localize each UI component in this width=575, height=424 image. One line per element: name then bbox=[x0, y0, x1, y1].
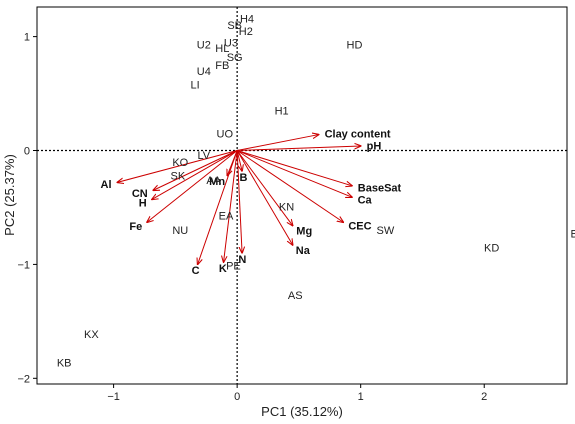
y-tick-label: −2 bbox=[17, 373, 30, 385]
site-label: LV bbox=[197, 150, 210, 162]
vector-arrow bbox=[237, 135, 319, 152]
site-label: H1 bbox=[275, 106, 289, 118]
y-axis-label: PC2 (25.37%) bbox=[2, 154, 17, 236]
vector-label: C bbox=[192, 265, 200, 277]
axis-ticks: −1 0 1 2 −2 −1 0 1 bbox=[17, 32, 487, 403]
site-label: NU bbox=[172, 225, 188, 237]
vector-label: Mg bbox=[296, 226, 312, 238]
site-label: H4 bbox=[240, 13, 254, 25]
y-tick-label: 1 bbox=[24, 32, 30, 44]
site-label: FB bbox=[215, 60, 229, 72]
site-label: U2 bbox=[197, 40, 211, 52]
site-label: KN bbox=[279, 201, 294, 213]
vector-label: K bbox=[219, 263, 227, 275]
vector-label: N bbox=[238, 254, 246, 266]
site-label: SB bbox=[227, 20, 242, 32]
vector-arrow bbox=[227, 150, 238, 176]
site-label: KD bbox=[484, 242, 499, 254]
plot-frame bbox=[36, 6, 568, 385]
vector-arrow bbox=[236, 150, 352, 198]
vector-label: Clay content bbox=[325, 128, 391, 140]
site-label: AS bbox=[288, 290, 303, 302]
site-label: H2 bbox=[239, 26, 253, 38]
site-label: SW bbox=[377, 225, 395, 237]
vector-arrow bbox=[236, 150, 352, 186]
vector-arrow bbox=[153, 150, 238, 191]
y-tick-label: 0 bbox=[24, 146, 30, 158]
vector-arrow bbox=[198, 150, 238, 265]
vector-arrow bbox=[236, 150, 293, 226]
vector-label: Fe bbox=[129, 221, 142, 233]
site-label: HL bbox=[215, 43, 229, 55]
x-tick-label: −1 bbox=[107, 391, 120, 403]
site-label: EA bbox=[219, 210, 234, 222]
site-label: HD bbox=[347, 40, 363, 52]
site-label: LI bbox=[191, 79, 200, 91]
site-label: KX bbox=[84, 329, 99, 341]
vector-arrow bbox=[237, 146, 361, 152]
vector-label: Ca bbox=[358, 194, 373, 206]
site-label: KO bbox=[172, 157, 188, 169]
site-label: U3 bbox=[224, 37, 238, 49]
vector-label: Na bbox=[296, 245, 311, 257]
vector-label: CN bbox=[132, 188, 148, 200]
vector-label: B bbox=[240, 172, 248, 184]
site-label: BH bbox=[570, 229, 575, 241]
vector-arrow bbox=[147, 150, 238, 223]
site-label: SG bbox=[227, 52, 243, 64]
reference-lines bbox=[37, 7, 567, 384]
vector-arrow bbox=[236, 150, 343, 223]
site-label: U4 bbox=[197, 66, 211, 78]
vector-arrow bbox=[236, 150, 242, 172]
vector-label: CEC bbox=[348, 221, 371, 233]
vector-label: Mn bbox=[209, 176, 225, 188]
vector-label: pH bbox=[367, 141, 382, 153]
vector-label: H bbox=[139, 197, 147, 209]
vector-arrow bbox=[117, 150, 238, 183]
site-label: AA bbox=[206, 175, 221, 187]
site-label: SK bbox=[170, 171, 185, 183]
vector-arrow bbox=[152, 150, 238, 200]
vector-arrow bbox=[236, 150, 293, 246]
site-label: PE bbox=[226, 261, 241, 273]
vector-label: BaseSat bbox=[358, 183, 402, 195]
x-axis-label: PC1 (35.12%) bbox=[261, 404, 343, 419]
x-tick-label: 2 bbox=[481, 391, 487, 403]
vector-label: Al bbox=[101, 179, 112, 191]
x-tick-label: 1 bbox=[358, 391, 364, 403]
site-label: UO bbox=[217, 128, 234, 140]
site-label: KB bbox=[57, 357, 72, 369]
x-tick-label: 0 bbox=[234, 391, 240, 403]
y-tick-label: −1 bbox=[17, 259, 30, 271]
vector-arrow bbox=[224, 150, 238, 263]
